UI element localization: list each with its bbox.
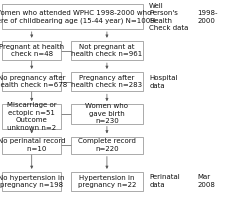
Text: 1998-
2000: 1998- 2000	[197, 11, 218, 24]
Bar	[70, 41, 143, 60]
Text: Women who attended WPHC 1998-2000 who
were of childbearing age (15-44 year) N=10: Women who attended WPHC 1998-2000 who we…	[0, 10, 155, 24]
Bar	[2, 104, 61, 129]
Text: No pregnancy after
health check n=678: No pregnancy after health check n=678	[0, 75, 67, 88]
Text: No perinatal record
    n=10: No perinatal record n=10	[0, 138, 66, 152]
Text: Mar
2008: Mar 2008	[197, 174, 215, 188]
Text: Pregnancy after
health check n=283: Pregnancy after health check n=283	[71, 75, 142, 88]
Text: Well
Person's
Health
Check data: Well Person's Health Check data	[149, 3, 189, 31]
Text: Hospital
data: Hospital data	[149, 75, 178, 89]
Text: Hypertension in
pregnancy n=22: Hypertension in pregnancy n=22	[78, 175, 136, 188]
Bar	[70, 72, 143, 91]
Text: Miscarriage or
ectopic n=51
Outcome
unknown n=2: Miscarriage or ectopic n=51 Outcome unkn…	[7, 102, 57, 131]
Text: Not pregnant at
health check n=961: Not pregnant at health check n=961	[71, 44, 143, 57]
Text: Women who
gave birth
n=230: Women who gave birth n=230	[86, 103, 128, 124]
Text: Complete record
n=220: Complete record n=220	[78, 138, 136, 152]
Bar	[2, 4, 143, 29]
Text: Perinatal
data: Perinatal data	[149, 174, 180, 188]
Bar	[2, 137, 61, 154]
Bar	[70, 137, 143, 154]
Bar	[2, 41, 61, 60]
Text: Pregnant at health
check n=48: Pregnant at health check n=48	[0, 44, 64, 57]
Text: No hypertension in
pregnancy n=198: No hypertension in pregnancy n=198	[0, 175, 65, 188]
Bar	[2, 72, 61, 91]
Bar	[70, 172, 143, 191]
Bar	[2, 172, 61, 191]
Bar	[70, 104, 143, 124]
